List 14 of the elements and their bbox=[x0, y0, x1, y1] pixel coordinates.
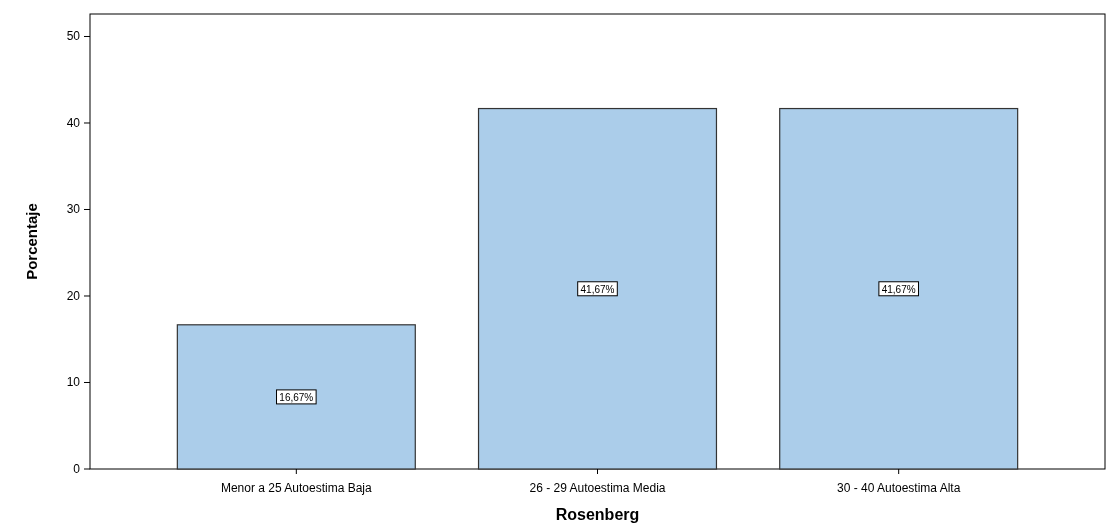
y-tick-label: 0 bbox=[73, 462, 81, 476]
x-tick-label: 30 - 40 Autoestima Alta bbox=[836, 481, 961, 495]
x-tick-label: Menor a 25 Autoestima Baja bbox=[220, 481, 373, 495]
x-axis-title: Rosenberg bbox=[555, 506, 640, 523]
y-tick-label: 30 bbox=[66, 202, 81, 217]
y-tick-label: 20 bbox=[66, 289, 81, 303]
x-tick-label: 26 - 29 Autoestima Media bbox=[529, 481, 666, 495]
y-tick-label: 40 bbox=[66, 115, 81, 130]
data-label: 16,67% bbox=[279, 391, 314, 403]
y-axis-title: Porcentaje bbox=[23, 203, 40, 280]
data-label: 41,67% bbox=[881, 283, 916, 295]
y-tick-label: 10 bbox=[66, 375, 81, 390]
data-label: 41,67% bbox=[580, 283, 615, 295]
y-tick-label: 50 bbox=[66, 29, 81, 44]
